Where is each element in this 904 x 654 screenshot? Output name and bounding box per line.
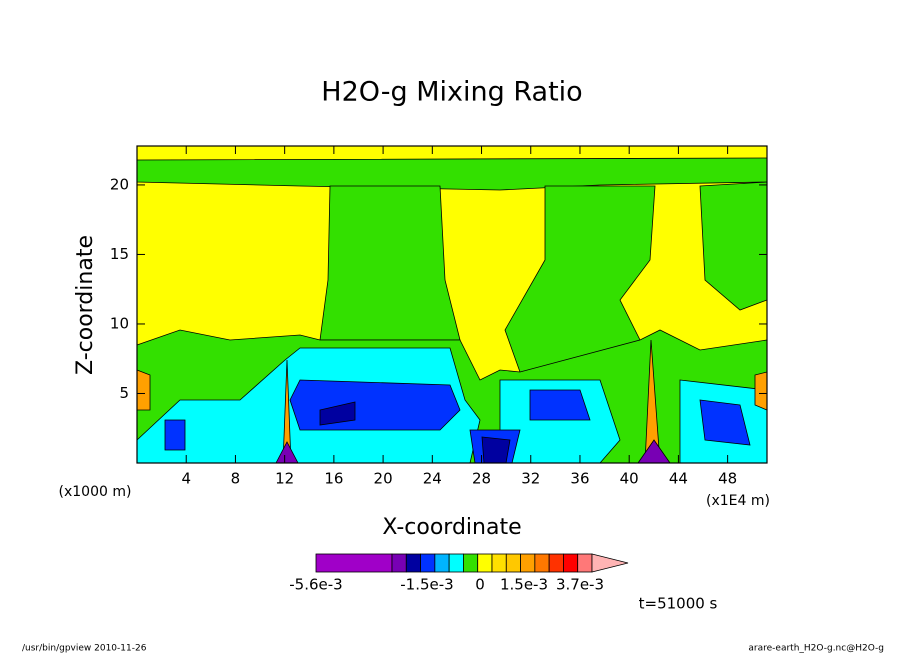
colorbar-swatch (505, 553, 521, 573)
y-tick-label: 20 (110, 175, 129, 193)
footer-left: /usr/bin/gpview 2010-11-26 (22, 644, 147, 654)
chart-title: H2O-g Mixing Ratio (321, 77, 582, 108)
x-unit-left: (x1000 m) (59, 484, 132, 500)
x-unit-right: (x1E4 m) (706, 493, 770, 509)
x-tick-label: 24 (423, 470, 442, 488)
colorbar-tick-label: 1.5e-3 (500, 576, 548, 594)
x-tick-label: 48 (718, 470, 737, 488)
colorbar-swatch (520, 553, 536, 573)
x-tick-label: 44 (669, 470, 688, 488)
x-tick-label: 36 (570, 470, 589, 488)
colorbar-swatch (405, 553, 421, 573)
colorbar-tick-label: -5.6e-3 (289, 576, 342, 594)
x-tick-label: 28 (472, 470, 491, 488)
contour-region (699, 181, 768, 311)
contour-field (136, 146, 768, 464)
x-tick-label: 40 (620, 470, 639, 488)
y-tick-label: 10 (110, 314, 129, 332)
colorbar-swatch (577, 553, 593, 573)
time-label: t=51000 s (639, 595, 718, 613)
x-tick-label: 16 (324, 470, 343, 488)
colorbar-swatch (491, 553, 507, 573)
x-axis-label: X-coordinate (382, 515, 521, 540)
x-tick-label: 32 (521, 470, 540, 488)
contour-region (481, 436, 511, 464)
colorbar-swatch (391, 553, 407, 573)
x-tick-label: 12 (275, 470, 294, 488)
x-tick-label: 20 (374, 470, 393, 488)
y-axis-label: Z-coordinate (73, 235, 98, 375)
x-tick-label: 4 (181, 470, 191, 488)
colorbar-swatch (477, 553, 493, 573)
colorbar-swatch (315, 553, 393, 573)
colorbar-swatch (534, 553, 550, 573)
contour-region (529, 389, 591, 421)
contour-region (699, 399, 751, 446)
colorbar-swatch (591, 553, 629, 573)
colorbar-tick-label: 3.7e-3 (556, 576, 604, 594)
colorbar-swatch (420, 553, 436, 573)
plot-frame (136, 145, 768, 464)
colorbar-swatch (448, 553, 464, 573)
contour-region (289, 379, 461, 431)
colorbar-tick-label: -1.5e-3 (400, 576, 453, 594)
contour-region (319, 401, 356, 426)
colorbar-swatch (434, 553, 450, 573)
colorbar-tick-label: 0 (475, 576, 485, 594)
colorbar-swatch (548, 553, 564, 573)
colorbar-swatch (563, 553, 579, 573)
y-tick-label: 15 (110, 245, 129, 263)
x-tick-label: 8 (231, 470, 241, 488)
contour-region (164, 419, 186, 451)
contour-region (754, 371, 768, 411)
colorbar-swatch (463, 553, 479, 573)
contour-region (319, 185, 461, 341)
y-tick-label: 5 (119, 384, 129, 402)
contour-region (136, 369, 151, 411)
footer-right: arare-earth_H2O-g.nc@H2O-g (748, 644, 884, 654)
